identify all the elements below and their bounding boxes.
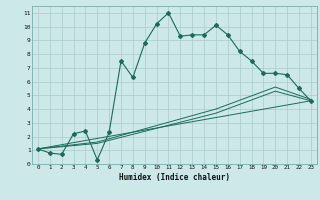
X-axis label: Humidex (Indice chaleur): Humidex (Indice chaleur): [119, 173, 230, 182]
